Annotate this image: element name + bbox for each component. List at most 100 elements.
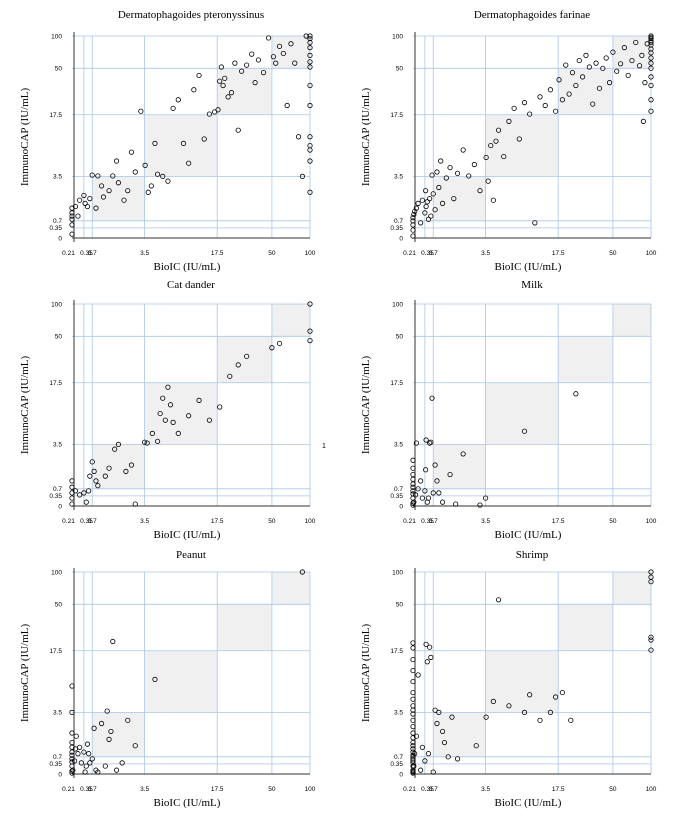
y-tick-label: 0.7	[53, 754, 62, 761]
data-point	[648, 50, 654, 56]
data-point	[490, 698, 496, 704]
data-point	[232, 60, 238, 66]
data-point	[418, 767, 424, 773]
data-point	[542, 102, 548, 109]
data-point	[307, 338, 313, 344]
x-tick-label: 17.5	[552, 518, 565, 525]
data-point	[106, 736, 112, 742]
x-tick-label: 3.5	[481, 518, 490, 525]
data-point	[603, 55, 609, 61]
data-point	[410, 689, 416, 696]
data-point	[410, 233, 416, 239]
y-tick-label: 0.35	[49, 761, 62, 768]
data-point	[307, 52, 313, 58]
data-point	[87, 473, 93, 479]
y-tick-label: 100	[392, 569, 403, 576]
data-point	[113, 767, 120, 773]
stray-label: 1	[322, 443, 326, 450]
data-point	[434, 169, 440, 175]
data-point	[108, 728, 114, 735]
data-point	[220, 82, 226, 89]
data-point	[439, 728, 446, 735]
data-point	[69, 231, 75, 237]
data-point	[269, 345, 275, 351]
data-point	[84, 203, 91, 210]
data-point	[617, 61, 624, 67]
data-point	[149, 430, 155, 436]
x-tick-label: 100	[646, 518, 657, 525]
data-point	[89, 172, 95, 178]
y-tick-label: 0	[58, 503, 62, 510]
data-point	[640, 118, 646, 124]
data-point	[432, 462, 438, 468]
data-point	[466, 173, 472, 179]
data-point	[196, 72, 202, 79]
data-point	[648, 65, 654, 71]
data-point	[84, 741, 91, 747]
data-point	[265, 35, 272, 41]
chart-title: Cat dander	[167, 279, 215, 291]
x-tick-label: 3.5	[140, 786, 149, 793]
data-point	[217, 404, 223, 410]
data-point	[606, 80, 613, 86]
data-point	[423, 203, 429, 210]
data-point	[430, 769, 436, 775]
y-tick-label: 17.5	[49, 380, 62, 387]
data-point	[427, 440, 433, 446]
data-point	[273, 60, 279, 66]
data-point	[436, 709, 442, 715]
y-tick-label: 17.5	[390, 648, 403, 655]
data-point	[453, 501, 459, 507]
y-tick-label: 50	[396, 602, 404, 609]
data-point	[244, 353, 250, 359]
data-point	[145, 189, 151, 195]
data-point	[138, 108, 144, 114]
data-point	[537, 717, 543, 723]
y-tick-label: 0	[399, 235, 403, 242]
data-point	[648, 55, 654, 61]
data-point	[69, 478, 75, 484]
x-tick-label: 50	[268, 250, 276, 257]
chart-title: Shrimp	[516, 549, 549, 561]
y-tick-label: 17.5	[390, 112, 403, 119]
data-point	[410, 645, 416, 651]
data-point	[419, 744, 425, 750]
data-point	[573, 82, 579, 89]
data-point	[439, 200, 446, 206]
y-tick-label: 50	[55, 66, 63, 73]
data-point	[307, 59, 313, 65]
x-tick-label: 0.21	[403, 518, 416, 525]
y-tick-label: 50	[396, 334, 404, 341]
data-point	[621, 45, 627, 51]
data-point	[413, 440, 419, 446]
data-point	[412, 492, 419, 498]
data-point	[423, 437, 429, 443]
x-tick-label: 3.5	[140, 250, 149, 257]
data-point	[170, 419, 176, 425]
data-point	[423, 467, 429, 473]
data-point	[307, 82, 313, 89]
data-point	[410, 488, 416, 494]
x-tick-label: 17.5	[552, 786, 565, 793]
data-point	[506, 118, 512, 124]
y-axis-label: ImmunoCAP (IU/mL)	[360, 88, 372, 187]
data-point	[77, 744, 83, 750]
data-point	[547, 87, 554, 93]
data-point	[70, 767, 76, 773]
data-point	[307, 39, 313, 46]
x-tick-label: 0.7	[88, 786, 97, 793]
agreement-block	[433, 176, 486, 221]
x-tick-label: 0.35	[80, 250, 93, 257]
data-point	[83, 499, 89, 505]
data-point	[430, 191, 436, 197]
data-point	[451, 196, 457, 202]
y-tick-label: 0.7	[394, 486, 403, 493]
y-axis-label: ImmunoCAP (IU/mL)	[19, 624, 31, 723]
data-point	[91, 725, 97, 731]
data-point	[69, 730, 75, 736]
data-point	[410, 752, 416, 758]
data-point	[175, 430, 181, 436]
